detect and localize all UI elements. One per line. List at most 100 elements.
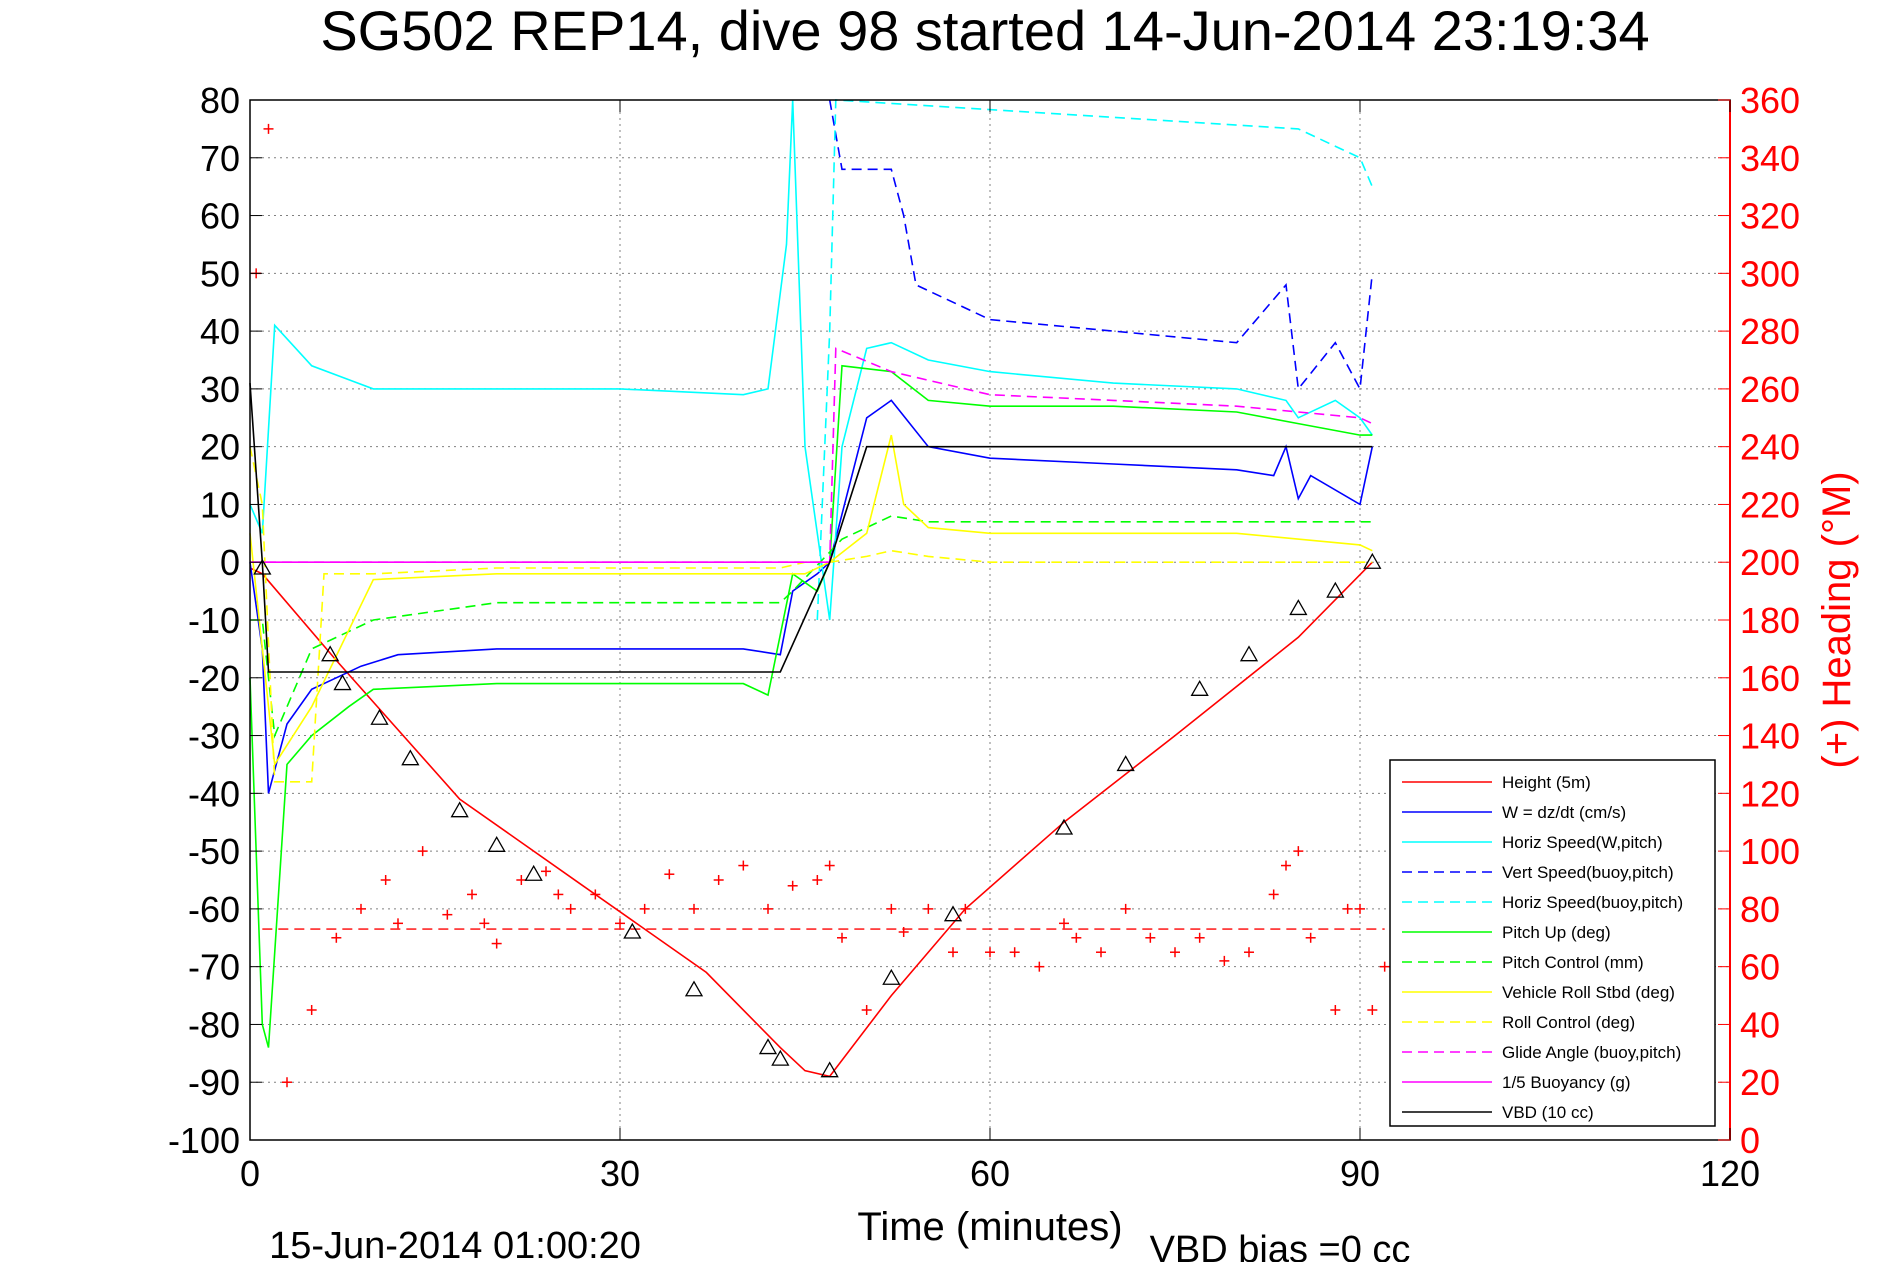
heading-marker: [263, 123, 274, 134]
heading-marker: [713, 875, 724, 885]
y-tick-label: 70: [200, 138, 240, 179]
heading-marker: [1219, 955, 1230, 966]
legend: Height (5m) W = dz/dt (cm/s) Horiz Speed(W…: [1389, 759, 1716, 1127]
heading-marker: [1281, 860, 1291, 871]
heading-marker: [467, 889, 477, 900]
heading-marker: [1244, 947, 1254, 958]
heading-marker: [886, 903, 897, 914]
y-tick-label: 0: [220, 542, 240, 583]
heading-marker: [787, 880, 798, 891]
y-right-tick-label: 0: [1740, 1120, 1760, 1161]
heading-marker: [380, 875, 391, 885]
legend-label: Height (5m): [1502, 773, 1591, 792]
triangle-marker: [487, 836, 506, 852]
heading-marker: [861, 1005, 872, 1015]
y-right-tick-label: 80: [1740, 889, 1780, 930]
legend-label: Horiz Speed(buoy,pitch): [1502, 893, 1683, 912]
y-tick-label: -50: [188, 831, 240, 872]
heading-marker: [960, 903, 971, 914]
heading-marker: [1059, 918, 1069, 929]
y-right-tick-label: 220: [1740, 484, 1800, 525]
heading-marker: [837, 932, 847, 943]
legend-label: VBD (10 cc): [1502, 1103, 1594, 1122]
y-tick-label: -80: [188, 1004, 240, 1045]
triangle-marker: [820, 1061, 839, 1078]
heading-marker: [812, 875, 823, 885]
heading-marker: [331, 932, 342, 943]
x-tick-label: 60: [970, 1153, 1010, 1194]
series-line-4: [816, 99, 1374, 621]
legend-label: Pitch Up (deg): [1502, 923, 1611, 942]
triangle-marker: [1190, 680, 1209, 696]
y-tick-label: 30: [200, 369, 240, 410]
series-line-8: [249, 446, 1373, 783]
heading-marker: [689, 903, 699, 914]
triangle-marker: [321, 645, 340, 662]
series-line-11: [249, 383, 1373, 673]
heading-marker: [565, 903, 576, 914]
heading-marker: [1342, 903, 1353, 914]
triangle-marker: [1116, 755, 1135, 772]
legend-label: W = dz/dt (cm/s): [1502, 803, 1626, 822]
y-right-tick-label: 120: [1740, 773, 1800, 814]
heading-marker: [417, 846, 428, 857]
y-tick-label: 20: [200, 427, 240, 468]
y-right-tick-label: 240: [1740, 427, 1800, 468]
y-right-tick-label: 60: [1740, 947, 1780, 988]
x-tick-label: 90: [1340, 1153, 1380, 1194]
heading-marker: [615, 918, 625, 929]
heading-marker: [1355, 903, 1365, 914]
y-right-tick-label: 260: [1740, 369, 1800, 410]
triangle-marker: [253, 558, 272, 575]
heading-marker: [479, 918, 490, 929]
y-tick-label: 40: [200, 311, 240, 352]
legend-label: Roll Control (deg): [1502, 1013, 1635, 1032]
y-right-tick-label: 340: [1740, 138, 1800, 179]
triangle-marker: [401, 749, 420, 766]
series-layer: [249, 99, 1385, 1078]
y-tick-label: -30: [188, 716, 240, 757]
legend-label: Vert Speed(buoy,pitch): [1502, 863, 1674, 882]
y-tick-label: 60: [200, 196, 240, 237]
series-line-2: [249, 99, 1373, 621]
heading-marker: [306, 1005, 317, 1015]
triangle-marker: [1289, 599, 1308, 616]
triangle-marker: [1363, 552, 1382, 569]
heading-marker: [282, 1077, 292, 1088]
triangle-marker: [623, 922, 642, 939]
heading-marker: [1293, 846, 1304, 857]
heading-marker: [1096, 947, 1106, 958]
heading-marker: [1379, 961, 1390, 972]
triangle-marker: [943, 905, 963, 922]
y-ticks-right: 3603403203002802602402202001801601401201…: [1718, 80, 1800, 1161]
y-right-tick-label: 40: [1740, 1004, 1780, 1045]
heading-marker: [1305, 932, 1316, 943]
heading-marker: [491, 938, 502, 949]
y-tick-label: 50: [200, 253, 240, 294]
y-tick-label: 10: [200, 484, 240, 525]
triangle-marker: [882, 968, 901, 985]
chart-title: SG502 REP14, dive 98 started 14-Jun-2014…: [320, 0, 1649, 62]
heading-marker: [738, 860, 749, 871]
y-tick-label: -100: [168, 1120, 240, 1161]
triangle-marker: [684, 980, 704, 997]
triangle-marker: [1239, 645, 1259, 662]
legend-box: [1389, 759, 1716, 1127]
series-line-6: [250, 515, 1373, 739]
y-tick-label: -40: [188, 773, 240, 814]
triangle-marker: [758, 1038, 778, 1055]
end-time-label: 15-Jun-2014 01:00:20: [269, 1225, 641, 1262]
legend-label: Vehicle Roll Stbd (deg): [1502, 983, 1675, 1002]
heading-marker: [1120, 903, 1131, 914]
heading-marker: [1145, 932, 1156, 943]
legend-label: Pitch Control (mm): [1502, 953, 1644, 972]
vbd-bias-label: VBD bias =0 cc: [1150, 1229, 1411, 1262]
y-tick-label: -60: [188, 889, 240, 930]
series-line-9: [250, 347, 1373, 564]
y-right-tick-label: 20: [1740, 1062, 1780, 1103]
x-axis-label: Time (minutes): [857, 1205, 1122, 1249]
heading-marker: [1009, 947, 1020, 958]
legend-label: 1/5 Buoyancy (g): [1502, 1073, 1631, 1092]
markers-layer: [251, 123, 1390, 1088]
